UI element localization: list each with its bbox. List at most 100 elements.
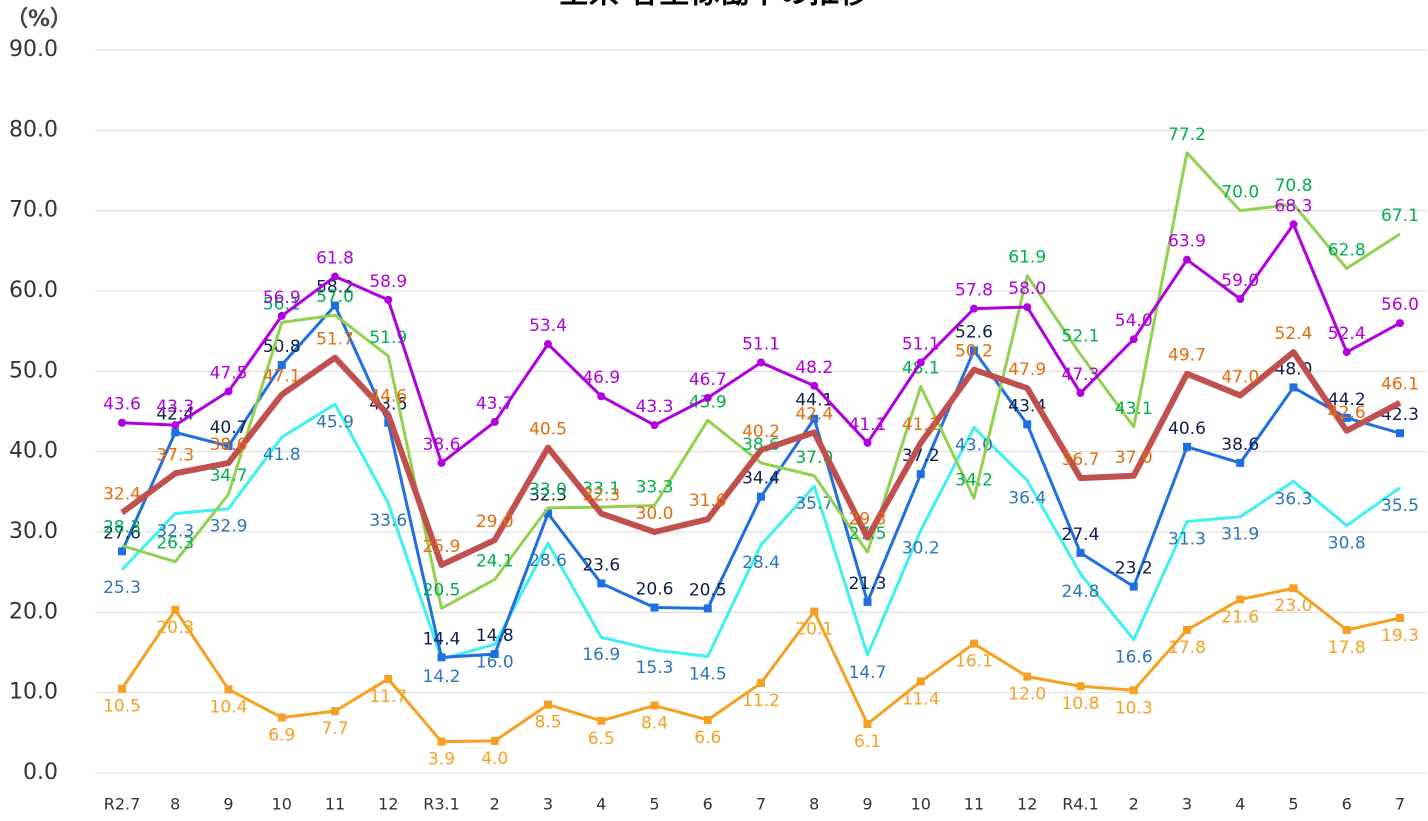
data-label: 12.0 [1008,685,1046,705]
y-tick-label: 60.0 [9,278,58,303]
data-label: 40.7 [210,418,248,438]
data-label: 47.3 [1062,365,1100,385]
data-label: 42.4 [795,404,833,424]
data-label: 32.3 [156,522,194,542]
data-label: 32.3 [529,486,567,506]
data-label: 23.0 [1275,596,1313,616]
point-marker [331,301,340,310]
data-label: 15.3 [636,658,674,678]
data-label: 50.2 [955,342,993,362]
point-marker [1129,686,1138,695]
point-marker [1289,383,1298,392]
data-label: 33.0 [529,480,567,500]
point-marker [1236,295,1245,304]
data-label: 43.6 [103,395,141,415]
point-marker [1289,220,1298,229]
point-marker [1395,319,1404,328]
point-marker [810,381,819,390]
point-marker [277,713,286,722]
data-label: 27.4 [1062,525,1100,545]
data-label: 29.3 [849,510,887,530]
data-label: 40.2 [742,422,780,442]
point-marker [703,604,712,613]
point-marker [1023,303,1032,312]
data-label: 17.8 [1328,638,1366,658]
x-tick-label: R4.1 [1062,795,1099,814]
data-label: 35.7 [795,494,833,514]
data-label: 43.3 [636,397,674,417]
data-label: 30.0 [636,504,674,524]
point-marker [650,701,659,710]
point-marker [757,679,765,688]
data-label: 10.3 [1115,698,1153,718]
data-label: 24.1 [476,551,514,571]
data-label: 31.9 [1221,525,1259,545]
point-marker [1236,595,1245,604]
data-label: 14.7 [849,663,887,683]
point-marker [969,304,978,313]
data-label: 41.1 [849,415,887,435]
data-label: 46.7 [689,370,727,390]
data-label: 34.2 [955,470,993,490]
data-label: 27.6 [103,523,141,543]
point-marker [597,716,606,725]
point-marker [118,547,127,556]
x-tick-label: 12 [378,795,398,814]
data-label: 40.6 [1168,419,1206,439]
data-label: 42.6 [1328,403,1366,423]
data-label: 58.0 [1008,279,1046,299]
data-label: 51.1 [742,334,780,354]
x-tick-label: 9 [862,795,872,814]
x-tick-label: 11 [964,795,984,814]
data-label: 52.6 [955,322,993,342]
point-marker [437,458,446,467]
data-label: 41.8 [263,445,301,465]
data-label: 33.6 [369,511,407,531]
data-label: 61.9 [1008,248,1046,268]
point-marker [597,392,606,401]
data-label: 38.6 [423,435,461,455]
data-label: 68.3 [1275,196,1313,216]
data-label: 32.9 [210,517,248,537]
data-label: 10.8 [1062,694,1100,714]
point-marker [171,428,180,437]
y-tick-label: 40.0 [9,439,58,464]
data-label: 52.1 [1062,326,1100,346]
point-marker [650,421,659,430]
data-label: 43.7 [476,394,514,414]
point-marker [544,340,553,349]
point-marker [490,650,499,659]
data-label: 36.4 [1008,489,1046,509]
x-tick-label: 7 [1395,795,1405,814]
point-marker [969,639,978,648]
y-tick-label: 90.0 [9,37,58,62]
point-marker [650,603,659,612]
y-tick-label: 70.0 [9,198,58,223]
data-label: 17.8 [1168,638,1206,658]
point-marker [810,414,819,423]
point-marker [1076,389,1085,398]
x-tick-label: 10 [911,795,931,814]
point-marker [331,272,340,281]
data-label: 53.4 [529,316,567,336]
data-label: 43.1 [1115,399,1153,419]
data-label: 48.1 [902,359,940,379]
point-marker [703,715,712,724]
x-tick-label: 11 [325,795,345,814]
data-label: 43.0 [955,436,993,456]
y-tick-label: 0.0 [23,760,58,785]
data-label: 47.0 [1221,367,1259,387]
point-marker [331,707,340,716]
data-label: 20.6 [636,580,674,600]
data-label: 8.5 [534,713,561,733]
data-label: 29.0 [476,512,514,532]
data-label: 16.1 [955,652,993,672]
point-marker [597,579,606,588]
point-marker [1342,413,1351,422]
point-marker [1395,429,1404,438]
x-tick-label: 2 [490,795,500,814]
data-label: 6.6 [694,728,721,748]
data-label: 28.4 [742,553,780,573]
point-marker [969,346,978,355]
